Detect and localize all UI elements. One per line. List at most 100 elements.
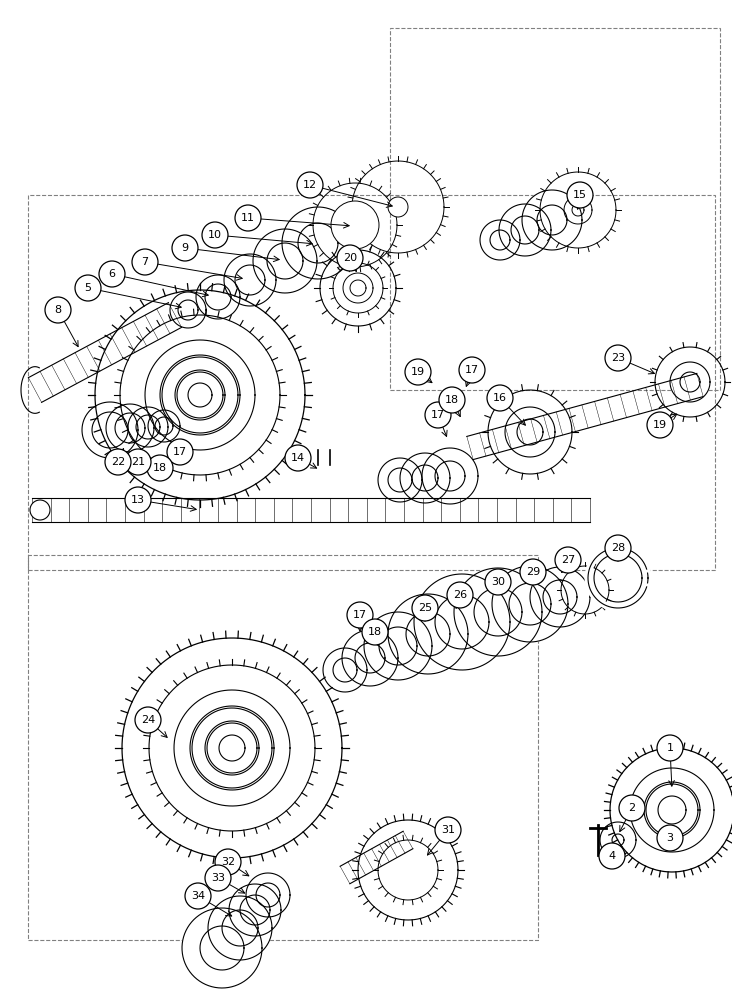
Text: 19: 19 — [653, 420, 667, 430]
Polygon shape — [148, 410, 180, 442]
Text: 23: 23 — [611, 353, 625, 363]
Circle shape — [347, 602, 373, 628]
Circle shape — [75, 275, 101, 301]
Text: 4: 4 — [608, 851, 616, 861]
Text: 17: 17 — [465, 365, 479, 375]
Circle shape — [132, 249, 158, 275]
Circle shape — [147, 455, 173, 481]
Circle shape — [520, 559, 546, 585]
Polygon shape — [388, 594, 468, 674]
Circle shape — [205, 865, 231, 891]
Text: 24: 24 — [141, 715, 155, 725]
Text: 25: 25 — [418, 603, 432, 613]
Circle shape — [125, 487, 151, 513]
Polygon shape — [253, 229, 317, 293]
Text: 17: 17 — [353, 610, 367, 620]
Text: 21: 21 — [131, 457, 145, 467]
Text: 17: 17 — [431, 410, 445, 420]
Circle shape — [285, 445, 311, 471]
Text: 8: 8 — [54, 305, 61, 315]
Text: 11: 11 — [241, 213, 255, 223]
Circle shape — [30, 500, 50, 520]
Polygon shape — [342, 630, 398, 686]
Polygon shape — [323, 648, 367, 692]
Text: 32: 32 — [221, 857, 235, 867]
Circle shape — [331, 201, 379, 249]
Circle shape — [447, 582, 473, 608]
Polygon shape — [364, 612, 432, 680]
Circle shape — [412, 595, 438, 621]
Text: 34: 34 — [191, 891, 205, 901]
Polygon shape — [229, 884, 281, 936]
Polygon shape — [192, 708, 272, 788]
Polygon shape — [128, 407, 168, 447]
Circle shape — [487, 385, 513, 411]
Text: 18: 18 — [368, 627, 382, 637]
Polygon shape — [145, 340, 255, 450]
Circle shape — [405, 359, 431, 385]
Text: 7: 7 — [141, 257, 149, 267]
Polygon shape — [564, 196, 592, 224]
Text: 29: 29 — [526, 567, 540, 577]
Circle shape — [605, 535, 631, 561]
Bar — [28, 555, 538, 940]
Text: 18: 18 — [153, 463, 167, 473]
Circle shape — [459, 357, 485, 383]
Circle shape — [599, 843, 625, 869]
Text: 17: 17 — [173, 447, 187, 457]
Circle shape — [362, 619, 388, 645]
Text: 15: 15 — [573, 190, 587, 200]
Circle shape — [167, 439, 193, 465]
Polygon shape — [182, 908, 262, 988]
Polygon shape — [670, 362, 710, 402]
Circle shape — [567, 182, 593, 208]
Circle shape — [619, 795, 645, 821]
Polygon shape — [177, 372, 223, 418]
Circle shape — [235, 205, 261, 231]
Circle shape — [45, 297, 71, 323]
Circle shape — [388, 197, 408, 217]
Polygon shape — [282, 207, 354, 279]
Circle shape — [439, 387, 465, 413]
Polygon shape — [378, 458, 422, 502]
Polygon shape — [600, 822, 636, 858]
Text: 9: 9 — [182, 243, 189, 253]
Polygon shape — [162, 357, 238, 433]
Circle shape — [435, 817, 461, 843]
Circle shape — [185, 883, 211, 909]
Polygon shape — [588, 548, 648, 608]
Bar — [28, 195, 715, 570]
Text: 3: 3 — [667, 833, 673, 843]
Circle shape — [172, 235, 198, 261]
Circle shape — [555, 547, 581, 573]
Circle shape — [202, 222, 228, 248]
Text: 26: 26 — [453, 590, 467, 600]
Text: 6: 6 — [108, 269, 116, 279]
Text: 33: 33 — [211, 873, 225, 883]
Text: 20: 20 — [343, 253, 357, 263]
Polygon shape — [454, 568, 542, 656]
Text: 2: 2 — [629, 803, 635, 813]
Text: 27: 27 — [561, 555, 575, 565]
Text: 14: 14 — [291, 453, 305, 463]
Polygon shape — [646, 784, 698, 836]
Circle shape — [297, 172, 323, 198]
Text: 30: 30 — [491, 577, 505, 587]
Circle shape — [657, 825, 683, 851]
Circle shape — [605, 345, 631, 371]
Circle shape — [215, 849, 241, 875]
Circle shape — [485, 569, 511, 595]
Text: 31: 31 — [441, 825, 455, 835]
Circle shape — [99, 261, 125, 287]
Polygon shape — [106, 404, 154, 452]
Text: 13: 13 — [131, 495, 145, 505]
Text: 1: 1 — [667, 743, 673, 753]
Polygon shape — [400, 453, 450, 503]
Polygon shape — [505, 407, 555, 457]
Polygon shape — [414, 574, 510, 670]
Text: 10: 10 — [208, 230, 222, 240]
Polygon shape — [480, 220, 520, 260]
Bar — [390, 28, 720, 390]
Circle shape — [647, 412, 673, 438]
Circle shape — [657, 735, 683, 761]
